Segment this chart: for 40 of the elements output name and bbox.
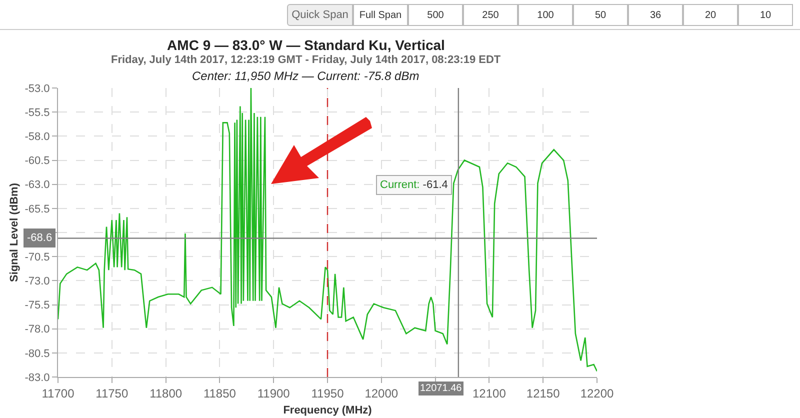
x-tick-label: 12150: [526, 386, 560, 400]
text: 20: [683, 4, 738, 26]
text: Center: 11,950 MHz — Current: -75.8 dBm: [192, 69, 420, 83]
text: 100: [518, 4, 573, 26]
y-tick-label: -73.0: [24, 276, 50, 288]
text: Quick Span: [287, 4, 353, 26]
text: 10: [738, 4, 793, 26]
chart-subtitle: Friday, July 14th 2017, 12:23:19 GMT - Friday, July 14th 2017, 08:23:19 EDT: [111, 54, 501, 66]
y-tick-label: -80.5: [24, 348, 50, 360]
y-tick-label: -83.0: [24, 372, 50, 384]
text: 500: [408, 4, 463, 26]
x-tick-label: 11900: [257, 386, 290, 400]
x-tick-label: 12000: [364, 386, 398, 400]
ref-line-label: -68.6: [27, 232, 52, 244]
text: 250: [463, 4, 518, 26]
x-tick-label: 12100: [472, 386, 506, 400]
x-tick-label: 11950: [311, 386, 344, 400]
text: 36: [628, 4, 683, 26]
y-axis-title: Signal Level (dBm): [8, 182, 20, 282]
annotation: Current: -61.4: [380, 179, 448, 191]
y-tick-label: -65.5: [24, 203, 50, 216]
chart-title: AMC 9 — 83.0° W — Standard Ku, Vertical: [167, 36, 445, 53]
x-tick-label: 11850: [203, 386, 236, 400]
y-tick-label: -58.0: [24, 131, 50, 144]
y-tick-label: -75.5: [24, 300, 50, 312]
y-tick-label: -78.0: [24, 324, 50, 336]
y-tick-label: -53.0: [24, 82, 50, 95]
x-tick-label: 11700: [42, 386, 75, 400]
text: 50: [573, 4, 628, 26]
x-axis-title: Frequency (MHz): [283, 404, 372, 417]
text: Full Span: [353, 4, 408, 26]
y-tick-label: -63.0: [24, 179, 50, 192]
x-tick-label: 11750: [96, 386, 128, 400]
ref-line-label: 12071.46: [420, 383, 462, 394]
y-tick-label: -55.5: [24, 106, 50, 119]
x-tick-label: 12200: [580, 386, 614, 400]
x-tick-label: 11800: [150, 386, 182, 400]
y-tick-label: -60.5: [24, 155, 50, 168]
y-tick-label: -70.5: [24, 251, 50, 264]
line-series: [58, 88, 597, 372]
